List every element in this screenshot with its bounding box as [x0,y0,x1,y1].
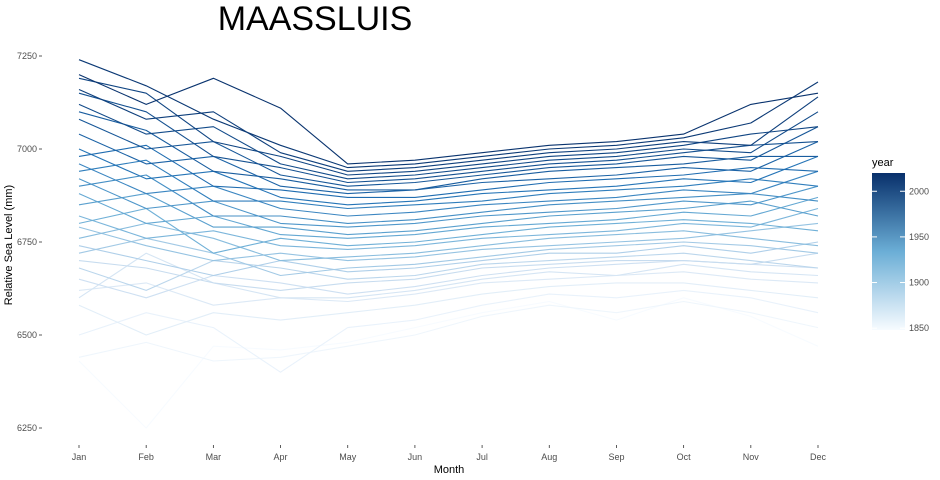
y-axis-title: Relative Sea Level (mm) [3,185,15,305]
series-line-2014 [78,59,819,169]
series-line-1994 [78,118,819,187]
x-tick-label: Dec [810,452,827,462]
series-line-1968 [78,159,819,210]
x-tick-label: Jul [476,452,488,462]
series-line-1998 [78,92,819,184]
x-tick-label: Aug [541,452,557,462]
x-tick-label: Feb [138,452,154,462]
series-line-2002 [78,103,819,180]
x-axis: Jan Feb Mar Apr May Jun Jul Aug Sep Oct Nov Dec [72,445,827,462]
series-lines [78,59,819,429]
x-tick-label: May [339,452,357,462]
series-line-1884 [78,260,819,299]
series-line-1878 [78,252,819,299]
x-tick-label: Mar [206,452,222,462]
legend-tick-label: 1950 [909,232,929,242]
series-line-1950 [78,178,819,228]
x-tick-label: Sep [608,452,624,462]
series-line-1932 [78,207,819,254]
series-line-1990 [78,111,818,191]
x-axis-title: Month [434,464,465,476]
legend-tick-label: 1850 [909,323,929,333]
y-axis: 6250 6500 6750 7000 7250 [17,51,42,433]
series-line-1980 [78,144,819,198]
series-line-2018 [78,74,819,165]
series-line-1860 [78,289,819,373]
y-tick-label: 7000 [17,144,37,154]
x-tick-label: Apr [274,452,288,462]
y-tick-label: 6250 [17,423,37,433]
series-line-1956 [78,174,819,224]
legend-colorbar [872,173,905,330]
series-line-1938 [78,193,819,239]
series-line-1896 [78,252,819,291]
series-line-1914 [78,222,819,262]
y-tick-label: 6500 [17,330,37,340]
series-line-1848 [78,297,819,429]
x-tick-label: Nov [743,452,760,462]
x-tick-label: Jan [72,452,87,462]
series-line-1962 [78,163,819,217]
legend-title: year [872,157,894,169]
series-line-1902 [78,241,819,277]
series-line-1944 [78,193,819,236]
series-line-1855 [78,300,819,362]
y-tick-label: 7250 [17,51,37,61]
series-line-1872 [78,271,819,306]
series-line-1866 [78,282,819,336]
x-tick-label: Oct [677,452,692,462]
y-tick-label: 6750 [17,237,37,247]
legend-tick-label: 1900 [909,278,929,288]
x-tick-label: Jun [408,452,423,462]
legend-tick-label: 2000 [909,186,929,196]
chart-title: MAASSLUIS [218,0,413,38]
series-line-2006 [78,77,819,176]
series-line-1974 [78,148,819,206]
series-line-1926 [78,207,819,250]
series-line-1908 [78,237,819,277]
series-line-1986 [78,133,819,195]
series-line-1920 [78,222,819,262]
year-legend: year 1850 1900 1950 2000 [872,157,929,333]
series-line-1890 [78,252,819,291]
legend-ticks: 1850 1900 1950 2000 [872,186,929,333]
